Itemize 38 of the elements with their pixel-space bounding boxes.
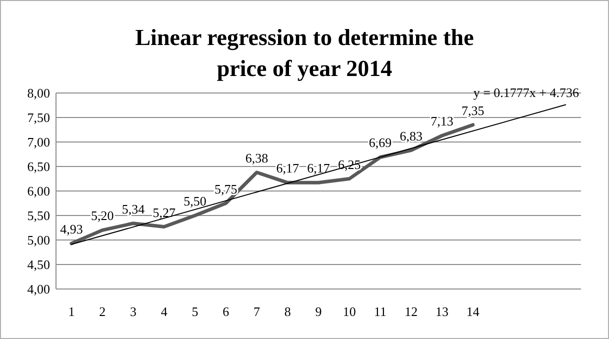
y-tick-label: 7,00 <box>27 134 50 150</box>
x-tick-label: 13 <box>436 304 449 319</box>
y-tick-label: 5,50 <box>27 208 50 224</box>
data-label: 6,83 <box>400 128 423 144</box>
data-label: 4,93 <box>60 221 83 236</box>
data-label: 7,13 <box>430 114 454 129</box>
annotation: y = 0.1777x + 4.736 <box>473 85 580 100</box>
x-tick-label: 9 <box>315 304 322 319</box>
y-tick-label: 4,00 <box>27 282 50 297</box>
x-tick-label: 4 <box>160 304 168 319</box>
data-label: 5,34 <box>122 201 146 216</box>
x-tick-label: 8 <box>284 304 291 319</box>
x-tick-label: 7 <box>253 304 260 319</box>
y-tick-label: 8,00 <box>27 86 50 101</box>
data-label: 6,17 <box>276 160 300 176</box>
y-tick-label: 6,50 <box>27 159 50 174</box>
data-label: 5,27 <box>152 204 176 220</box>
x-tick-label: 10 <box>342 304 356 319</box>
x-tick-label: 1 <box>68 304 75 319</box>
x-tick-label: 14 <box>466 304 480 319</box>
data-label: 6,69 <box>368 135 392 150</box>
data-label: 6,17 <box>307 160 330 176</box>
data-label: 5,50 <box>184 194 206 208</box>
x-tick-label: 11 <box>374 304 387 319</box>
y-tick-label: 5,00 <box>27 232 50 248</box>
y-tick-label: 6,00 <box>27 184 50 199</box>
x-tick-label: 3 <box>130 304 136 319</box>
x-tick-label: 5 <box>192 304 198 319</box>
data-label: 7,35 <box>462 102 484 118</box>
data-label: 5,75 <box>214 181 238 196</box>
chart-title: Linear regression to determine the price of year 2014 <box>135 25 474 81</box>
data-label: 6,38 <box>245 150 268 166</box>
x-tick-label: 6 <box>222 304 230 319</box>
y-tick-label: 4,50 <box>27 257 50 272</box>
data-label: 5,20 <box>90 208 114 224</box>
x-tick-label: 12 <box>404 304 418 319</box>
x-tick-label: 2 <box>99 304 106 319</box>
y-tick-label: 7,50 <box>27 110 50 126</box>
